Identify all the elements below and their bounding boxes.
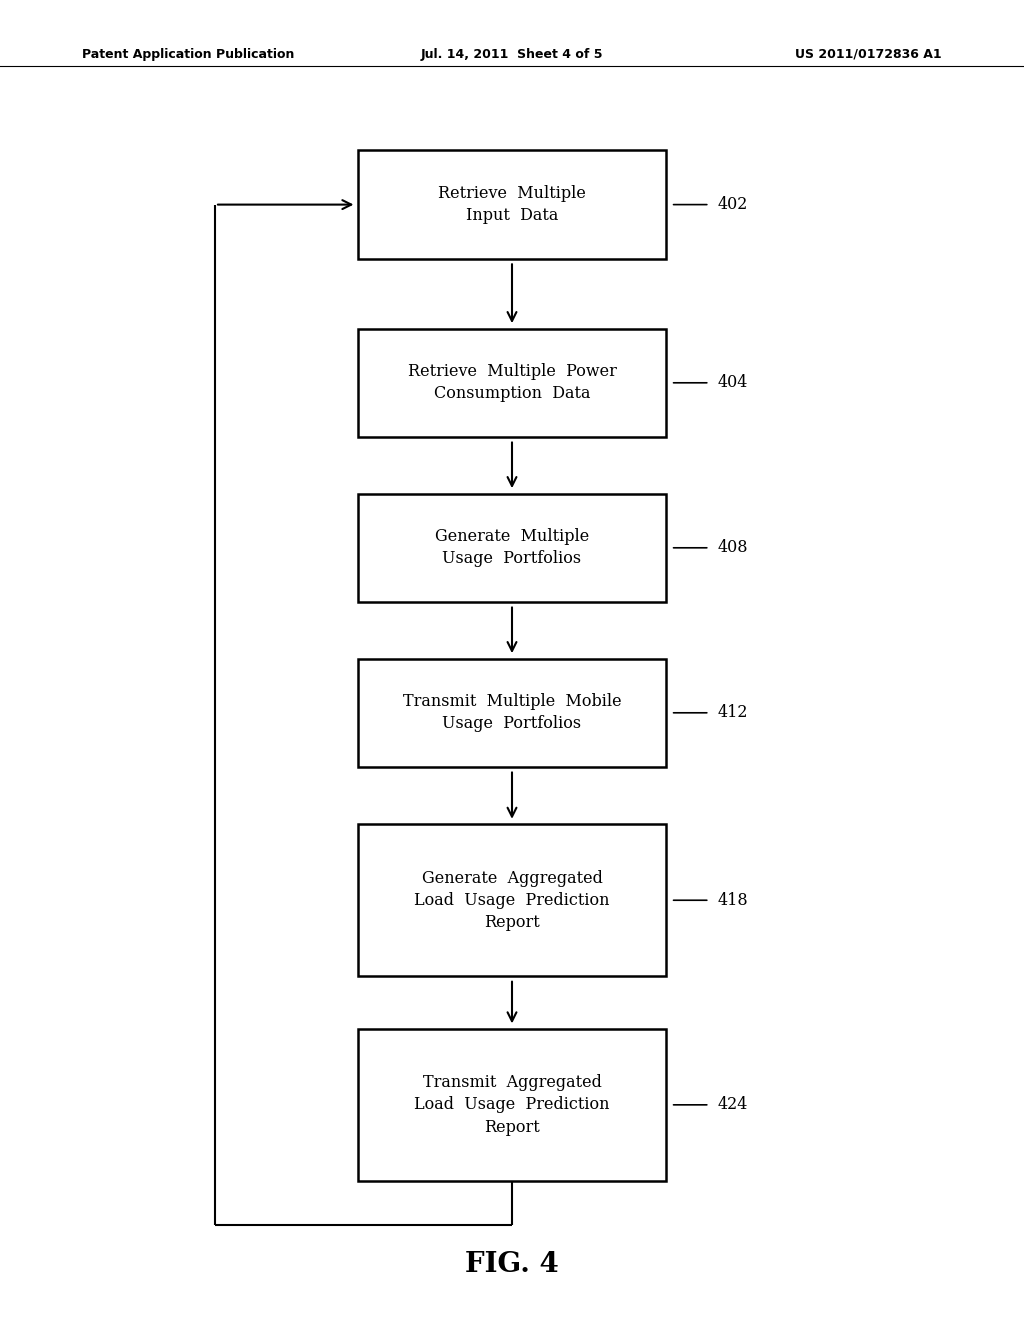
Text: 412: 412 xyxy=(718,705,749,721)
Text: US 2011/0172836 A1: US 2011/0172836 A1 xyxy=(796,48,942,61)
Bar xyxy=(358,329,666,437)
Bar xyxy=(358,150,666,259)
Text: 402: 402 xyxy=(718,197,749,213)
Bar xyxy=(358,494,666,602)
Text: Generate  Multiple
Usage  Portfolios: Generate Multiple Usage Portfolios xyxy=(435,528,589,568)
Text: 404: 404 xyxy=(718,375,749,391)
Bar xyxy=(358,1030,666,1180)
Text: Jul. 14, 2011  Sheet 4 of 5: Jul. 14, 2011 Sheet 4 of 5 xyxy=(421,48,603,61)
Text: 418: 418 xyxy=(718,892,749,908)
Text: Transmit  Multiple  Mobile
Usage  Portfolios: Transmit Multiple Mobile Usage Portfolio… xyxy=(402,693,622,733)
Text: Retrieve  Multiple
Input  Data: Retrieve Multiple Input Data xyxy=(438,185,586,224)
Bar xyxy=(358,659,666,767)
Text: 408: 408 xyxy=(718,540,749,556)
Text: Patent Application Publication: Patent Application Publication xyxy=(82,48,294,61)
Text: Generate  Aggregated
Load  Usage  Prediction
Report: Generate Aggregated Load Usage Predictio… xyxy=(415,870,609,931)
Text: FIG. 4: FIG. 4 xyxy=(465,1251,559,1278)
Bar xyxy=(358,824,666,977)
Text: Transmit  Aggregated
Load  Usage  Prediction
Report: Transmit Aggregated Load Usage Predictio… xyxy=(415,1074,609,1135)
Text: 424: 424 xyxy=(718,1097,749,1113)
Text: Retrieve  Multiple  Power
Consumption  Data: Retrieve Multiple Power Consumption Data xyxy=(408,363,616,403)
